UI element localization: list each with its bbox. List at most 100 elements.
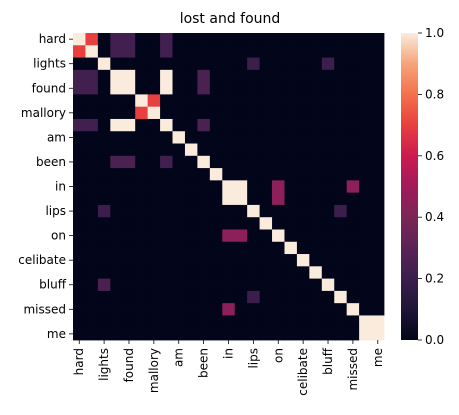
heatmap-cell xyxy=(172,143,186,157)
heatmap-cell xyxy=(234,143,248,157)
heatmap-cell xyxy=(272,315,285,329)
heatmap-cell xyxy=(222,33,236,46)
heatmap-cell xyxy=(110,229,124,243)
heatmap-cell xyxy=(234,290,248,304)
heatmap-cell xyxy=(209,266,223,279)
heatmap-cell xyxy=(371,155,385,169)
heatmap-cell xyxy=(197,327,211,341)
heatmap-cell xyxy=(334,180,348,194)
x-tick-label: been xyxy=(197,348,211,378)
heatmap-cell xyxy=(296,266,310,279)
heatmap-cell xyxy=(184,327,198,341)
heatmap-cell xyxy=(135,254,149,267)
heatmap-cell xyxy=(172,69,186,83)
heatmap-cell xyxy=(334,94,348,108)
heatmap-cell xyxy=(160,278,173,292)
heatmap-cell xyxy=(110,204,124,218)
heatmap-cell xyxy=(160,241,173,255)
heatmap-cell xyxy=(110,278,124,292)
heatmap-cell xyxy=(334,82,348,95)
heatmap-cell xyxy=(309,33,323,46)
heatmap-cell xyxy=(160,303,173,316)
heatmap-cell xyxy=(222,204,236,218)
heatmap-cell xyxy=(73,45,86,58)
heatmap-cell xyxy=(110,45,124,58)
heatmap-cell xyxy=(85,33,99,46)
heatmap-cell xyxy=(147,229,161,243)
heatmap-cell xyxy=(284,106,298,120)
heatmap-cell xyxy=(97,57,111,71)
heatmap-cell xyxy=(234,180,248,194)
heatmap-cell xyxy=(160,204,173,218)
heatmap-cell xyxy=(147,303,161,316)
heatmap-cell xyxy=(334,290,348,304)
heatmap-cell xyxy=(209,168,223,181)
heatmap-cell xyxy=(309,290,323,304)
heatmap-cell xyxy=(110,266,124,279)
heatmap-cell xyxy=(122,131,136,144)
heatmap-cell xyxy=(284,45,298,58)
heatmap-cell xyxy=(284,278,298,292)
heatmap-cell xyxy=(85,82,99,95)
x-tick-label: lights xyxy=(97,348,111,381)
heatmap-cell xyxy=(147,266,161,279)
heatmap-cell xyxy=(309,57,323,71)
heatmap-cell xyxy=(172,192,186,206)
heatmap-cell xyxy=(73,254,86,267)
heatmap-cell xyxy=(135,241,149,255)
heatmap-cell xyxy=(334,254,348,267)
heatmap-cell xyxy=(259,69,273,83)
heatmap-cell xyxy=(247,204,260,218)
heatmap-cell xyxy=(234,327,248,341)
heatmap-cell xyxy=(172,180,186,194)
heatmap-cell xyxy=(321,94,335,108)
heatmap-cell xyxy=(160,57,173,71)
heatmap-cell xyxy=(97,217,111,230)
heatmap-cell xyxy=(309,131,323,144)
heatmap-cell xyxy=(222,69,236,83)
heatmap-cell xyxy=(222,229,236,243)
heatmap-cell xyxy=(321,327,335,341)
heatmap-cell xyxy=(122,143,136,157)
heatmap-cell xyxy=(321,118,335,132)
heatmap-cell xyxy=(122,254,136,267)
heatmap-cell xyxy=(234,106,248,120)
heatmap-cell xyxy=(247,82,260,95)
heatmap-cell xyxy=(371,192,385,206)
heatmap-cell xyxy=(97,33,111,46)
heatmap-cell xyxy=(172,155,186,169)
heatmap-cell xyxy=(247,217,260,230)
heatmap-cell xyxy=(222,303,236,316)
heatmap-cell xyxy=(160,82,173,95)
heatmap-cell xyxy=(172,229,186,243)
heatmap-cell xyxy=(346,217,360,230)
heatmap-cell xyxy=(272,168,285,181)
heatmap-cell xyxy=(321,33,335,46)
heatmap-cell xyxy=(222,57,236,71)
heatmap-cell xyxy=(359,69,372,83)
heatmap-cell xyxy=(160,118,173,132)
heatmap-cell xyxy=(222,315,236,329)
heatmap-cell xyxy=(209,204,223,218)
heatmap-cell xyxy=(85,69,99,83)
heatmap-cell xyxy=(321,155,335,169)
heatmap-cell xyxy=(247,131,260,144)
heatmap-cell xyxy=(334,229,348,243)
heatmap-cell xyxy=(110,290,124,304)
heatmap-cell xyxy=(284,229,298,243)
heatmap-cell xyxy=(135,290,149,304)
heatmap-cell xyxy=(160,69,173,83)
heatmap-cell xyxy=(346,33,360,46)
heatmap-cell xyxy=(184,118,198,132)
heatmap-cell xyxy=(259,315,273,329)
heatmap-cell xyxy=(359,290,372,304)
heatmap-cell xyxy=(197,278,211,292)
heatmap-cell xyxy=(160,229,173,243)
heatmap-cell xyxy=(73,155,86,169)
heatmap-cell xyxy=(371,57,385,71)
heatmap-cell xyxy=(234,57,248,71)
x-tick-label: missed xyxy=(346,348,360,391)
heatmap-cell xyxy=(73,69,86,83)
heatmap-cell xyxy=(234,168,248,181)
heatmap-cell xyxy=(209,180,223,194)
